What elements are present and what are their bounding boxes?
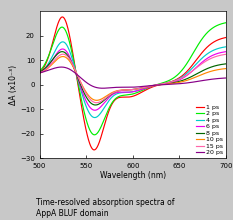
- 4 ps: [163, 82, 166, 85]
- Line: 4 ps: 4 ps: [40, 42, 226, 117]
- 8 ps: [149, 85, 151, 87]
- 15 ps: [72, 64, 74, 66]
- 4 ps: [149, 85, 151, 88]
- 4 ps: [61, 40, 64, 43]
- 2 ps: [225, 21, 227, 24]
- 15 ps: [123, 89, 126, 91]
- 10 ps: [163, 83, 166, 86]
- 6 ps: [72, 63, 74, 66]
- 4 ps: [38, 71, 41, 74]
- Text: Time-resolved absorption spectra of
AppA BLUF domain: Time-resolved absorption spectra of AppA…: [36, 198, 174, 218]
- 8 ps: [123, 89, 126, 92]
- 6 ps: [86, 103, 89, 106]
- 20 ps: [149, 84, 151, 87]
- 1 ps: [225, 36, 227, 39]
- 8 ps: [179, 80, 182, 82]
- 1 ps: [179, 76, 182, 78]
- 4 ps: [72, 60, 74, 62]
- X-axis label: Wavelength (nm): Wavelength (nm): [100, 171, 166, 180]
- 2 ps: [123, 94, 126, 97]
- Legend: 1 ps, 2 ps, 4 ps, 6 ps, 8 ps, 10 ps, 15 ps, 20 ps: 1 ps, 2 ps, 4 ps, 6 ps, 8 ps, 10 ps, 15 …: [194, 102, 225, 158]
- 10 ps: [62, 55, 64, 58]
- 2 ps: [86, 123, 89, 125]
- 4 ps: [179, 77, 182, 79]
- 20 ps: [86, 82, 89, 85]
- 4 ps: [93, 116, 96, 119]
- 2 ps: [148, 86, 151, 88]
- 15 ps: [149, 85, 151, 87]
- 6 ps: [149, 86, 151, 88]
- 6 ps: [123, 91, 126, 94]
- 8 ps: [163, 83, 166, 85]
- 20 ps: [163, 83, 166, 86]
- 6 ps: [179, 78, 182, 81]
- 2 ps: [179, 71, 182, 73]
- 1 ps: [163, 82, 166, 85]
- 1 ps: [86, 136, 89, 139]
- 15 ps: [163, 82, 166, 85]
- 2 ps: [163, 81, 166, 84]
- 4 ps: [86, 109, 89, 112]
- 6 ps: [225, 50, 227, 53]
- 8 ps: [94, 104, 97, 106]
- 10 ps: [225, 67, 227, 70]
- 20 ps: [60, 66, 63, 68]
- 1 ps: [72, 53, 74, 55]
- 15 ps: [225, 53, 227, 56]
- Line: 1 ps: 1 ps: [40, 17, 226, 150]
- 20 ps: [38, 72, 41, 74]
- 20 ps: [72, 70, 74, 73]
- 10 ps: [123, 89, 126, 91]
- 6 ps: [93, 109, 96, 112]
- Line: 15 ps: 15 ps: [40, 54, 226, 103]
- 20 ps: [179, 82, 182, 85]
- 8 ps: [72, 64, 74, 67]
- Line: 10 ps: 10 ps: [40, 57, 226, 100]
- Line: 2 ps: 2 ps: [40, 23, 226, 135]
- 1 ps: [38, 71, 41, 73]
- 1 ps: [149, 87, 151, 89]
- 8 ps: [225, 62, 227, 65]
- 8 ps: [38, 71, 41, 74]
- 10 ps: [86, 93, 89, 96]
- 20 ps: [101, 87, 104, 90]
- 15 ps: [95, 101, 98, 104]
- 1 ps: [93, 148, 96, 151]
- 8 ps: [61, 50, 63, 53]
- 15 ps: [179, 77, 182, 80]
- 20 ps: [123, 86, 126, 89]
- Line: 20 ps: 20 ps: [40, 67, 226, 88]
- Line: 8 ps: 8 ps: [40, 52, 226, 105]
- Y-axis label: ΔA (x10⁻³): ΔA (x10⁻³): [10, 65, 18, 105]
- 6 ps: [163, 82, 166, 85]
- 10 ps: [38, 72, 41, 74]
- 1 ps: [61, 16, 64, 18]
- 10 ps: [95, 99, 98, 102]
- 2 ps: [38, 70, 41, 72]
- 6 ps: [61, 48, 64, 50]
- Line: 6 ps: 6 ps: [40, 49, 226, 110]
- 15 ps: [62, 53, 64, 55]
- 8 ps: [86, 98, 89, 101]
- 10 ps: [149, 85, 151, 88]
- 1 ps: [123, 96, 126, 99]
- 2 ps: [71, 54, 74, 57]
- 2 ps: [93, 134, 96, 136]
- 20 ps: [225, 77, 227, 79]
- 10 ps: [179, 81, 182, 83]
- 15 ps: [86, 95, 89, 98]
- 4 ps: [225, 46, 227, 48]
- 15 ps: [38, 72, 41, 74]
- 10 ps: [72, 65, 74, 68]
- 4 ps: [123, 91, 126, 94]
- 6 ps: [38, 72, 41, 74]
